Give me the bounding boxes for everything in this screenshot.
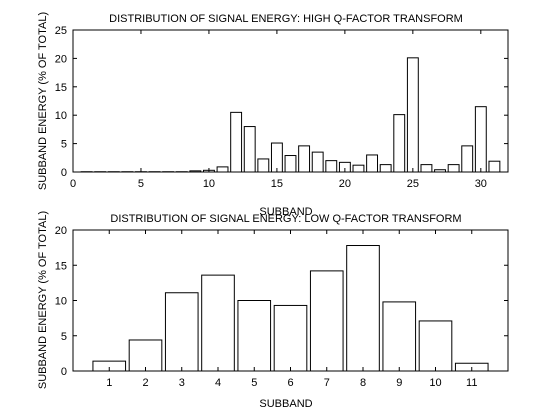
low-q-x-tick-label: 2 <box>142 377 148 389</box>
low-q-x-tick-label: 5 <box>251 377 257 389</box>
low-q-y-tick-label: 20 <box>55 225 67 237</box>
low-q-bar-10 <box>418 320 453 372</box>
low-q-x-tick-label: 6 <box>287 377 293 389</box>
high-q-bar-31 <box>488 160 501 173</box>
high-q-x-tick-label: 10 <box>203 178 215 190</box>
high-q-chart: DISTRIBUTION OF SIGNAL ENERGY: HIGH Q-FA… <box>37 12 509 218</box>
high-q-x-tick-label: 25 <box>407 178 419 190</box>
high-q-y-tick-label: 10 <box>55 110 67 122</box>
low-q-chart: DISTRIBUTION OF SIGNAL ENERGY: LOW Q-FAC… <box>37 211 509 410</box>
low-q-bar-7 <box>309 270 344 372</box>
high-q-bar-19 <box>325 160 338 173</box>
high-q-bar-13 <box>243 126 256 173</box>
low-q-bar-4 <box>201 274 235 372</box>
low-q-x-tick-label: 4 <box>215 377 221 389</box>
low-q-x-tick-label: 11 <box>466 377 477 389</box>
high-q-x-tick-label: 15 <box>271 178 283 190</box>
high-q-bar-12 <box>230 111 243 173</box>
high-q-bar-29 <box>461 145 474 173</box>
low-q-y-axis-label: SUBBAND ENERGY (% OF TOTAL) <box>37 211 49 389</box>
high-q-bar-17 <box>298 145 311 173</box>
low-q-x-tick-label: 3 <box>179 377 185 389</box>
high-q-bar-14 <box>257 158 270 173</box>
low-q-plot-frame <box>72 229 509 372</box>
low-q-chart-title: DISTRIBUTION OF SIGNAL ENERGY: LOW Q-FAC… <box>110 213 461 225</box>
low-q-bar-9 <box>382 301 417 372</box>
high-q-y-axis-label: SUBBAND ENERGY (% OF TOTAL) <box>37 12 49 190</box>
low-q-x-tick-label: 1 <box>106 377 112 389</box>
low-q-y-tick-label: 5 <box>61 331 67 343</box>
high-q-bar-16 <box>284 155 297 173</box>
high-q-bar-26 <box>420 164 433 173</box>
low-q-bars <box>92 245 489 372</box>
high-q-bar-18 <box>311 151 324 173</box>
high-q-bar-25 <box>406 57 419 173</box>
high-q-y-tick-label: 25 <box>55 25 67 37</box>
high-q-x-ticks: 0 5 10 15 20 25 30 <box>70 30 487 190</box>
low-q-bar-6 <box>273 304 308 372</box>
low-q-y-tick-label: 0 <box>61 366 67 378</box>
high-q-bar-15 <box>270 142 283 173</box>
low-q-bar-5 <box>237 300 272 372</box>
low-q-x-tick-label: 9 <box>396 377 402 389</box>
high-q-x-tick-label: 5 <box>138 178 144 190</box>
high-q-chart-title: DISTRIBUTION OF SIGNAL ENERGY: HIGH Q-FA… <box>109 13 463 25</box>
high-q-x-axis-label: SUBBAND <box>259 206 312 218</box>
high-q-y-tick-label: 15 <box>55 82 67 94</box>
low-q-bar-3 <box>164 292 199 372</box>
low-q-x-ticks: 1 2 3 4 5 6 7 8 9 10 11 <box>106 230 477 389</box>
high-q-y-tick-label: 5 <box>61 139 67 151</box>
high-q-y-tick-label: 20 <box>55 53 67 65</box>
high-q-bar-21 <box>352 164 365 173</box>
high-q-bar-23 <box>379 164 392 173</box>
high-q-bar-24 <box>393 114 406 173</box>
high-q-bar-30 <box>474 106 487 173</box>
high-q-bar-22 <box>366 154 379 173</box>
high-q-bar-28 <box>447 164 460 173</box>
high-q-x-tick-label: 0 <box>70 178 76 190</box>
high-q-bar-11 <box>216 166 229 173</box>
low-q-bar-2 <box>128 339 163 372</box>
high-q-bars <box>80 57 501 173</box>
high-q-y-tick-label: 0 <box>61 167 67 179</box>
low-q-y-tick-label: 10 <box>55 296 67 308</box>
low-q-x-tick-label: 8 <box>360 377 366 389</box>
low-q-x-tick-label: 7 <box>324 377 330 389</box>
low-q-bar-8 <box>346 245 380 372</box>
high-q-x-tick-label: 20 <box>339 178 351 190</box>
low-q-y-tick-label: 15 <box>55 260 67 272</box>
low-q-x-tick-label: 10 <box>429 377 441 389</box>
high-q-plot-frame <box>72 29 509 173</box>
high-q-x-tick-label: 30 <box>475 178 487 190</box>
low-q-x-axis-label: SUBBAND <box>259 398 312 410</box>
